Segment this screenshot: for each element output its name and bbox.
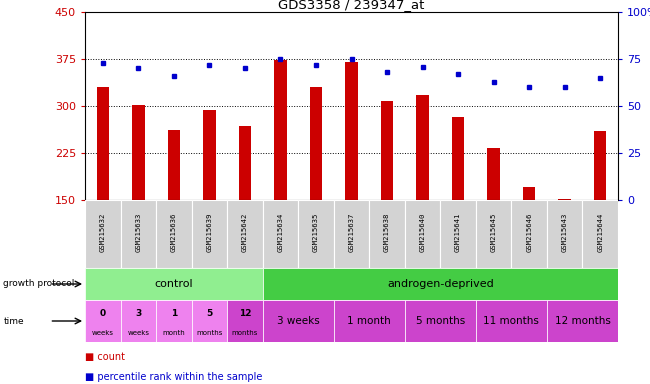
Bar [97,87,109,200]
Bar [582,200,618,268]
Bar [333,300,405,342]
Bar [440,200,476,268]
Bar [452,117,464,200]
Text: months: months [196,330,222,336]
Text: GSM215634: GSM215634 [278,213,283,252]
Text: GSM215643: GSM215643 [562,213,567,252]
Bar [132,105,144,200]
Text: GSM215640: GSM215640 [419,213,426,252]
Bar [512,200,547,268]
Text: GSM215646: GSM215646 [526,213,532,252]
Bar [263,200,298,268]
Text: GSM215632: GSM215632 [99,213,106,252]
Text: GSM215641: GSM215641 [455,213,461,252]
Bar [263,300,333,342]
Text: GSM215642: GSM215642 [242,213,248,252]
Bar [369,200,405,268]
Text: 1 month: 1 month [347,316,391,326]
Bar [405,300,476,342]
Text: 12 months: 12 months [554,316,610,326]
Bar [558,199,571,200]
Bar [192,300,227,342]
Bar [156,300,192,342]
Text: GSM215644: GSM215644 [597,213,603,252]
Bar [227,300,263,342]
Bar [85,200,120,268]
Text: month: month [162,330,185,336]
Bar [239,126,251,200]
Bar [476,200,512,268]
Text: 5 months: 5 months [416,316,465,326]
Text: ■ percentile rank within the sample: ■ percentile rank within the sample [85,372,263,382]
Title: GDS3358 / 239347_at: GDS3358 / 239347_at [278,0,424,11]
Text: GSM215645: GSM215645 [491,213,497,252]
Bar [488,148,500,200]
Bar [298,200,333,268]
Text: androgen-deprived: androgen-deprived [387,279,494,289]
Text: GSM215636: GSM215636 [171,213,177,252]
Bar [310,87,322,200]
Bar [203,110,216,200]
Text: 5: 5 [206,309,213,318]
Bar [417,95,429,200]
Bar [476,300,547,342]
Text: GSM215638: GSM215638 [384,213,390,252]
Text: 3 weeks: 3 weeks [277,316,320,326]
Bar [274,60,287,200]
Text: GSM215637: GSM215637 [348,213,354,252]
Text: weeks: weeks [127,330,150,336]
Text: GSM215633: GSM215633 [135,213,141,252]
Text: 3: 3 [135,309,142,318]
Bar [594,131,606,200]
Bar [381,101,393,200]
Bar [523,187,536,200]
Bar [345,62,358,200]
Bar [547,300,618,342]
Text: GSM215639: GSM215639 [206,213,213,252]
Bar [547,200,582,268]
Text: GSM215635: GSM215635 [313,213,319,252]
Text: 11 months: 11 months [484,316,540,326]
Text: months: months [231,330,258,336]
Text: control: control [155,279,193,289]
Bar [227,200,263,268]
Bar [333,200,369,268]
Text: ■ count: ■ count [85,353,125,362]
Bar [85,268,263,300]
Bar [405,200,440,268]
Text: 0: 0 [99,309,106,318]
Text: 1: 1 [171,309,177,318]
Bar [85,300,120,342]
Bar [263,268,618,300]
Bar [192,200,227,268]
Text: 12: 12 [239,309,251,318]
Bar [120,300,156,342]
Text: growth protocol: growth protocol [3,280,75,288]
Bar [156,200,192,268]
Text: weeks: weeks [92,330,114,336]
Bar [120,200,156,268]
Bar [168,130,180,200]
Text: time: time [3,316,24,326]
